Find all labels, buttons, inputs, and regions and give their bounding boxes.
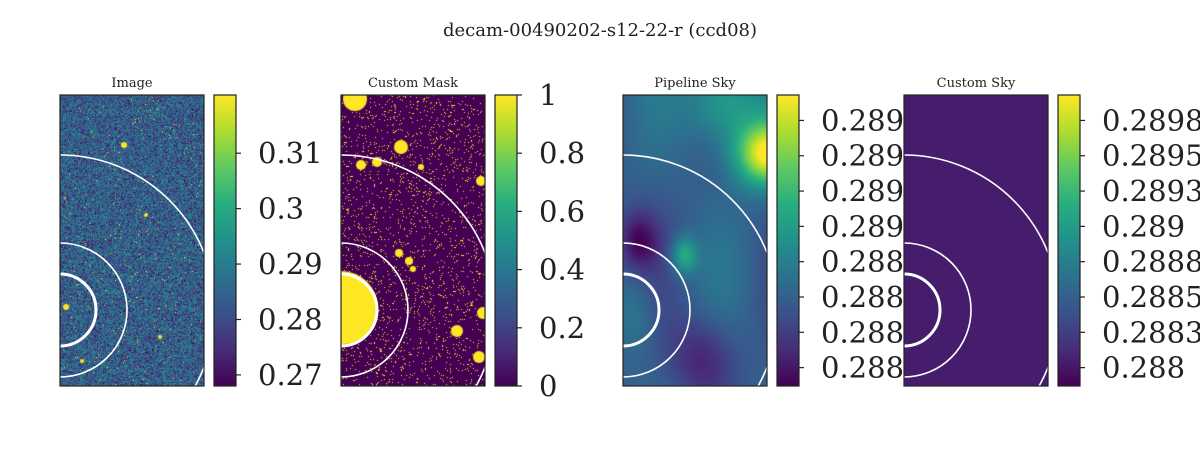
middle-circle — [623, 242, 691, 378]
inner-circle — [623, 272, 661, 348]
middle-circle — [341, 242, 409, 378]
colorbar-tick-label: 0.8 — [539, 136, 585, 170]
colorbar-gradient — [1058, 95, 1080, 386]
colorbar-tick-label: 0 — [539, 369, 557, 403]
heatmap-image — [904, 95, 1048, 386]
panel-title: Custom Sky — [937, 76, 1016, 91]
panel-1: Image 0.27 0.28 0.29 0.3 0.31 — [59, 76, 323, 392]
inner-circle — [60, 272, 98, 348]
colorbar-gradient — [495, 95, 517, 386]
colorbar-tick-label: 0.2883 — [1102, 315, 1200, 349]
colorbar-frame — [213, 94, 237, 387]
colorbar-tick-label: 0.288 — [821, 351, 904, 385]
heatmap-image — [623, 95, 767, 386]
colorbar-frame — [776, 94, 800, 387]
colorbar-tick-label: 0.29 — [258, 247, 323, 281]
colorbar-tick-label: 0.2 — [539, 311, 585, 345]
circle-overlay — [904, 154, 1048, 386]
colorbar-tick-label: 0.289 — [821, 209, 904, 243]
colorbar-tick-label: 0.2885 — [1102, 280, 1200, 314]
colorbar-tick-label: 0.2898 — [1102, 103, 1200, 137]
heatmap-image — [60, 95, 204, 386]
image-frame — [622, 94, 768, 387]
inner-circle — [341, 272, 379, 348]
panels: Image 0.27 0.28 0.29 0.3 0.31 Custom Mask 0 0.2 0… — [59, 76, 1200, 403]
panel-3: Pipeline Sky0.2880.28830.28850.28880.289… — [622, 76, 922, 387]
image-frame — [340, 94, 486, 387]
colorbar-tick-label: 0.2888 — [1102, 245, 1200, 279]
circle-overlay — [60, 154, 204, 386]
middle-circle — [904, 242, 972, 378]
panel-title: Image — [111, 76, 153, 91]
colorbar-tick-label: 0.2895 — [1102, 139, 1200, 173]
panel-title: Custom Mask — [368, 76, 458, 91]
colorbar-gradient — [777, 95, 799, 386]
colorbar-tick-label: 1 — [539, 78, 557, 112]
colorbar-tick-label: 0.2893 — [1102, 174, 1200, 208]
colorbar-tick-label: 0.28 — [258, 302, 323, 336]
image-frame — [59, 94, 205, 387]
inner-circle — [904, 272, 942, 348]
colorbar-frame — [1057, 94, 1081, 387]
colorbar-tick-label: 0.289 — [1102, 209, 1185, 243]
colorbar-tick-label: 0.288 — [1102, 351, 1185, 385]
image-frame — [903, 94, 1049, 387]
figure-title: decam-00490202-s12-22-r (ccd08) — [443, 20, 757, 41]
heatmap-image — [341, 95, 485, 386]
middle-circle — [60, 242, 128, 378]
circle-overlay — [341, 154, 485, 386]
colorbar-gradient — [214, 95, 236, 386]
colorbar-tick-label: 0.4 — [539, 253, 585, 287]
colorbar-tick-label: 0.3 — [258, 192, 304, 226]
panel-4: Custom Sky0.2880.28830.28850.28880.2890.… — [903, 76, 1200, 387]
colorbar-tick-label: 0.31 — [258, 136, 323, 170]
panel-2: Custom Mask 0 0.2 0.4 0.6 0.8 1 — [340, 76, 585, 403]
panel-title: Pipeline Sky — [654, 76, 736, 91]
colorbar-tick-label: 0.27 — [258, 358, 323, 392]
colorbar-frame — [494, 94, 518, 387]
colorbar-tick-label: 0.6 — [539, 194, 585, 228]
circle-overlay — [623, 154, 767, 386]
